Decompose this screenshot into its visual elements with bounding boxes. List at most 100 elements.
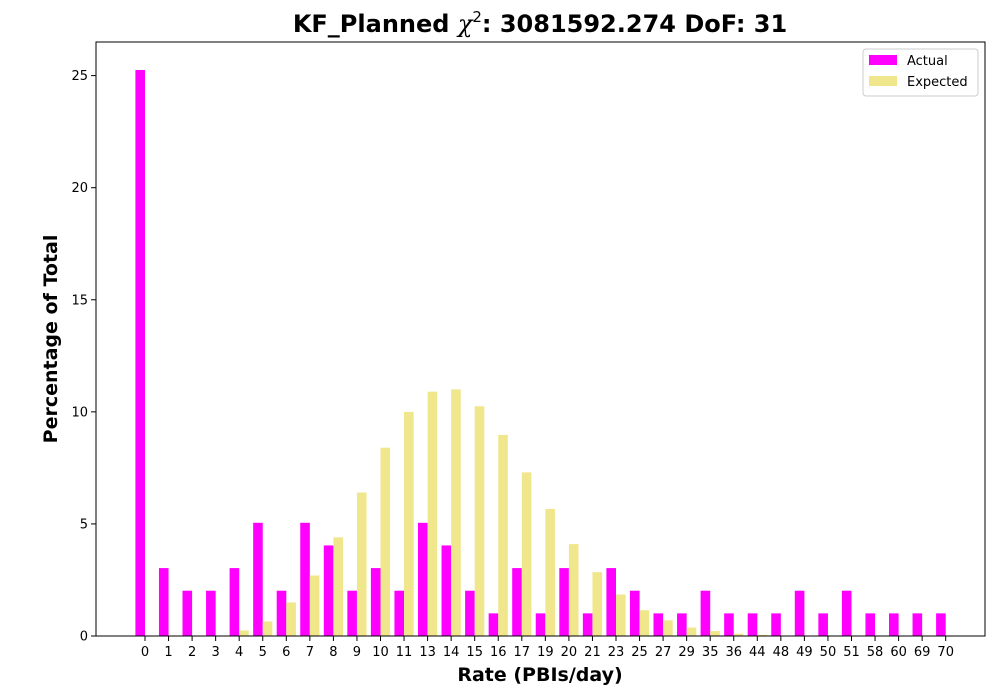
bar-expected-19 (545, 508, 555, 636)
y-tick-label: 15 (71, 293, 88, 308)
bar-actual-44 (747, 613, 758, 636)
bar-expected-27 (663, 620, 673, 636)
x-tick-label: 14 (443, 645, 460, 660)
bar-expected-14 (451, 389, 461, 636)
bar-expected-44 (757, 634, 767, 636)
x-tick-label: 21 (584, 645, 601, 660)
bar-expected-5 (262, 621, 273, 636)
x-tick-label: 0 (141, 645, 149, 660)
bar-actual-4 (229, 568, 240, 636)
y-axis: 0 5 10 15 20 25 (71, 69, 96, 645)
x-tick-label: 5 (259, 645, 267, 660)
x-tick-label: 49 (796, 645, 813, 660)
bar-expected-6 (286, 602, 296, 636)
bar-expected-35 (710, 631, 720, 636)
bar-expected-17 (521, 472, 532, 636)
bar-actual-21 (582, 613, 593, 636)
y-tick-label: 0 (80, 630, 88, 645)
bar-actual-9 (347, 590, 357, 636)
bar-actual-20 (559, 568, 569, 636)
x-tick-label: 10 (372, 645, 389, 660)
x-tick-label: 70 (937, 645, 954, 660)
bar-actual-13 (418, 522, 428, 636)
bar-expected-16 (498, 434, 508, 636)
bar-expected-20 (568, 544, 579, 636)
x-tick-label: 16 (490, 645, 507, 660)
bar-actual-35 (700, 590, 711, 636)
bar-expected-8 (333, 537, 343, 636)
x-tick-label: 27 (655, 645, 672, 660)
x-tick-label: 51 (843, 645, 860, 660)
x-tick-label: 2 (188, 645, 196, 660)
x-axis: 0 1 2 3 4 5 6 7 8 9 10 11 13 14 15 16 17 19 20 21 23 25 27 29 35… (141, 636, 954, 660)
bar-actual-11 (394, 590, 405, 636)
bar-actual-10 (370, 568, 381, 636)
bar-actual-3 (206, 590, 216, 636)
bar-actual-69 (912, 613, 923, 636)
bar-actual-36 (724, 613, 734, 636)
x-tick-label: 50 (820, 645, 837, 660)
x-tick-label: 23 (608, 645, 625, 660)
y-tick-label: 10 (71, 405, 88, 420)
x-tick-label: 35 (702, 645, 719, 660)
bars-group (135, 70, 946, 636)
x-tick-label: 17 (514, 645, 531, 660)
x-tick-label: 25 (631, 645, 648, 660)
legend-swatch-actual (869, 55, 897, 65)
bar-actual-17 (512, 568, 522, 636)
bar-expected-29 (686, 627, 697, 636)
bar-expected-21 (592, 572, 603, 636)
y-tick-label: 20 (71, 181, 88, 196)
bar-expected-7 (309, 575, 320, 636)
x-tick-label: 29 (678, 645, 695, 660)
x-tick-label: 48 (773, 645, 790, 660)
bar-actual-6 (276, 590, 287, 636)
x-tick-label: 7 (306, 645, 314, 660)
bar-actual-0 (135, 70, 145, 636)
bar-actual-15 (465, 590, 475, 636)
x-axis-label: Rate (PBIs/day) (457, 664, 622, 686)
x-tick-label: 1 (164, 645, 172, 660)
x-tick-label: 44 (749, 645, 766, 660)
bar-actual-50 (818, 613, 828, 636)
x-tick-label: 3 (212, 645, 220, 660)
bar-expected-4 (239, 630, 249, 636)
bar-actual-58 (865, 613, 876, 636)
x-tick-label: 60 (890, 645, 907, 660)
plot-frame (95, 41, 986, 637)
legend-label-actual: Actual (907, 54, 948, 69)
x-tick-label: 69 (914, 645, 931, 660)
y-axis-label: Percentage of Total (40, 235, 62, 444)
bar-expected-23 (616, 594, 626, 636)
bar-actual-16 (488, 613, 499, 636)
bar-actual-49 (794, 590, 805, 636)
bar-actual-14 (441, 545, 452, 636)
bar-expected-13 (427, 391, 438, 636)
chart-title: KF_Planned χ2: 3081592.274 DoF: 31 (293, 8, 787, 38)
x-tick-label: 9 (353, 645, 361, 660)
bar-actual-48 (771, 613, 781, 636)
bar-expected-25 (639, 610, 650, 636)
bar-expected-36 (733, 633, 744, 636)
bar-actual-27 (653, 613, 664, 636)
x-tick-label: 36 (725, 645, 742, 660)
bar-actual-7 (300, 522, 310, 636)
bar-actual-51 (841, 590, 852, 636)
bar-actual-1 (158, 568, 169, 636)
legend: Actual Expected (862, 48, 979, 97)
bar-actual-25 (629, 590, 640, 636)
bar-expected-9 (356, 492, 367, 636)
x-tick-label: 13 (419, 645, 436, 660)
x-tick-label: 4 (235, 645, 243, 660)
bar-actual-5 (253, 522, 263, 636)
bar-actual-19 (535, 613, 546, 636)
x-tick-label: 11 (396, 645, 413, 660)
bar-actual-70 (936, 613, 946, 636)
x-tick-label: 58 (867, 645, 884, 660)
bar-actual-29 (677, 613, 687, 636)
y-tick-label: 25 (71, 69, 88, 84)
bar-expected-10 (380, 447, 391, 636)
bar-actual-60 (889, 613, 899, 636)
bar-actual-23 (606, 568, 616, 636)
